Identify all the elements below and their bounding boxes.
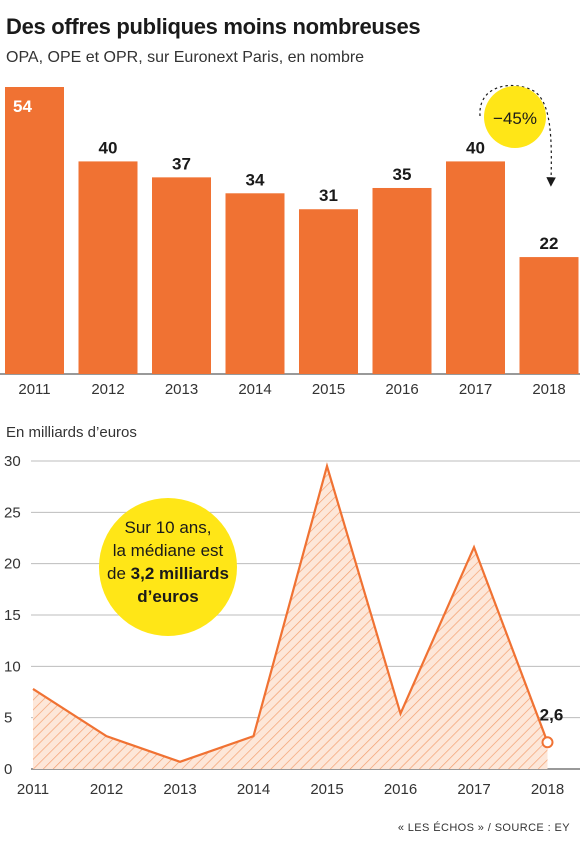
line-x-tick-label: 2012 bbox=[90, 781, 123, 798]
line-x-tick-label: 2011 bbox=[17, 781, 49, 798]
bar-x-tick-label: 2012 bbox=[91, 381, 124, 398]
bar-value-label: 54 bbox=[13, 97, 32, 116]
callout-line-4: d’euros bbox=[137, 587, 198, 606]
callout-line-2: la médiane est bbox=[113, 541, 224, 560]
chart-subtitle: OPA, OPE et OPR, sur Euronext Paris, en … bbox=[6, 49, 365, 66]
decline-bubble bbox=[484, 86, 546, 148]
bar-chart: 54 2011 40 2012 37 2013 34 2014 31 2015 35 2016 40 20… bbox=[0, 87, 580, 398]
chart-title: Des offres publiques moins nombreuses bbox=[6, 14, 421, 39]
callout-line-3-prefix: de bbox=[107, 564, 131, 583]
bar-2017 bbox=[446, 161, 505, 374]
last-point-marker bbox=[541, 736, 554, 749]
y-tick-label: 0 bbox=[4, 761, 12, 778]
decline-annotation: −45% bbox=[479, 84, 556, 187]
y-tick-label: 5 bbox=[4, 710, 12, 727]
bar-value-label: 37 bbox=[172, 154, 191, 173]
bar-value-label: 40 bbox=[466, 138, 485, 157]
decline-label: −45% bbox=[493, 109, 537, 128]
line-x-tick-label: 2015 bbox=[310, 781, 343, 798]
median-callout-bubble bbox=[99, 498, 237, 636]
line-x-tick-label: 2014 bbox=[237, 781, 270, 798]
last-point-value-label: 2,6 bbox=[540, 705, 564, 724]
bar-value-label: 31 bbox=[319, 186, 338, 205]
bar-2012 bbox=[78, 161, 138, 374]
callout-line-3: de 3,2 milliards bbox=[107, 564, 229, 583]
line-x-tick-label: 2016 bbox=[384, 781, 417, 798]
line-x-tick-label: 2017 bbox=[457, 781, 490, 798]
bar-value-label: 22 bbox=[540, 234, 559, 253]
y-tick-label: 25 bbox=[4, 504, 21, 521]
bar-2011 bbox=[5, 87, 64, 374]
bar-2013 bbox=[152, 177, 211, 374]
bar-x-tick-label: 2015 bbox=[312, 381, 345, 398]
y-tick-label: 10 bbox=[4, 658, 21, 675]
bar-x-tick-label: 2016 bbox=[385, 381, 418, 398]
bar-value-label: 35 bbox=[393, 165, 412, 184]
value-line bbox=[32, 462, 549, 763]
line-x-tick-label: 2018 bbox=[531, 781, 564, 798]
bar-x-tick-label: 2017 bbox=[459, 381, 492, 398]
y-tick-label: 30 bbox=[4, 453, 21, 470]
line-x-tick-label: 2013 bbox=[163, 781, 196, 798]
source-credit: « LES ÉCHOS » / SOURCE : EY bbox=[397, 822, 570, 834]
bar-2016 bbox=[372, 187, 432, 374]
callout-line-1: Sur 10 ans, bbox=[125, 518, 212, 537]
callout-line-3-bold: 3,2 milliards bbox=[131, 564, 229, 583]
bar-x-tick-label: 2018 bbox=[532, 381, 565, 398]
bar-x-tick-label: 2013 bbox=[165, 381, 198, 398]
line-chart-unit-label: En milliards d’euros bbox=[6, 424, 137, 441]
y-tick-label: 20 bbox=[4, 556, 21, 573]
bar-2015 bbox=[299, 209, 358, 374]
bar-x-tick-label: 2011 bbox=[18, 381, 50, 398]
bar-value-label: 40 bbox=[99, 138, 118, 157]
bar-2018 bbox=[519, 257, 579, 374]
bar-value-label: 34 bbox=[246, 170, 265, 189]
area-fill bbox=[33, 466, 548, 769]
decline-arrow bbox=[479, 84, 556, 187]
line-chart: 0 5 10 15 20 25 30 2,6 2011 2012 2013 2014 2015 2016 2… bbox=[4, 453, 580, 798]
bar-x-tick-label: 2014 bbox=[238, 381, 271, 398]
y-tick-label: 15 bbox=[4, 607, 21, 624]
bar-2014 bbox=[225, 193, 285, 374]
